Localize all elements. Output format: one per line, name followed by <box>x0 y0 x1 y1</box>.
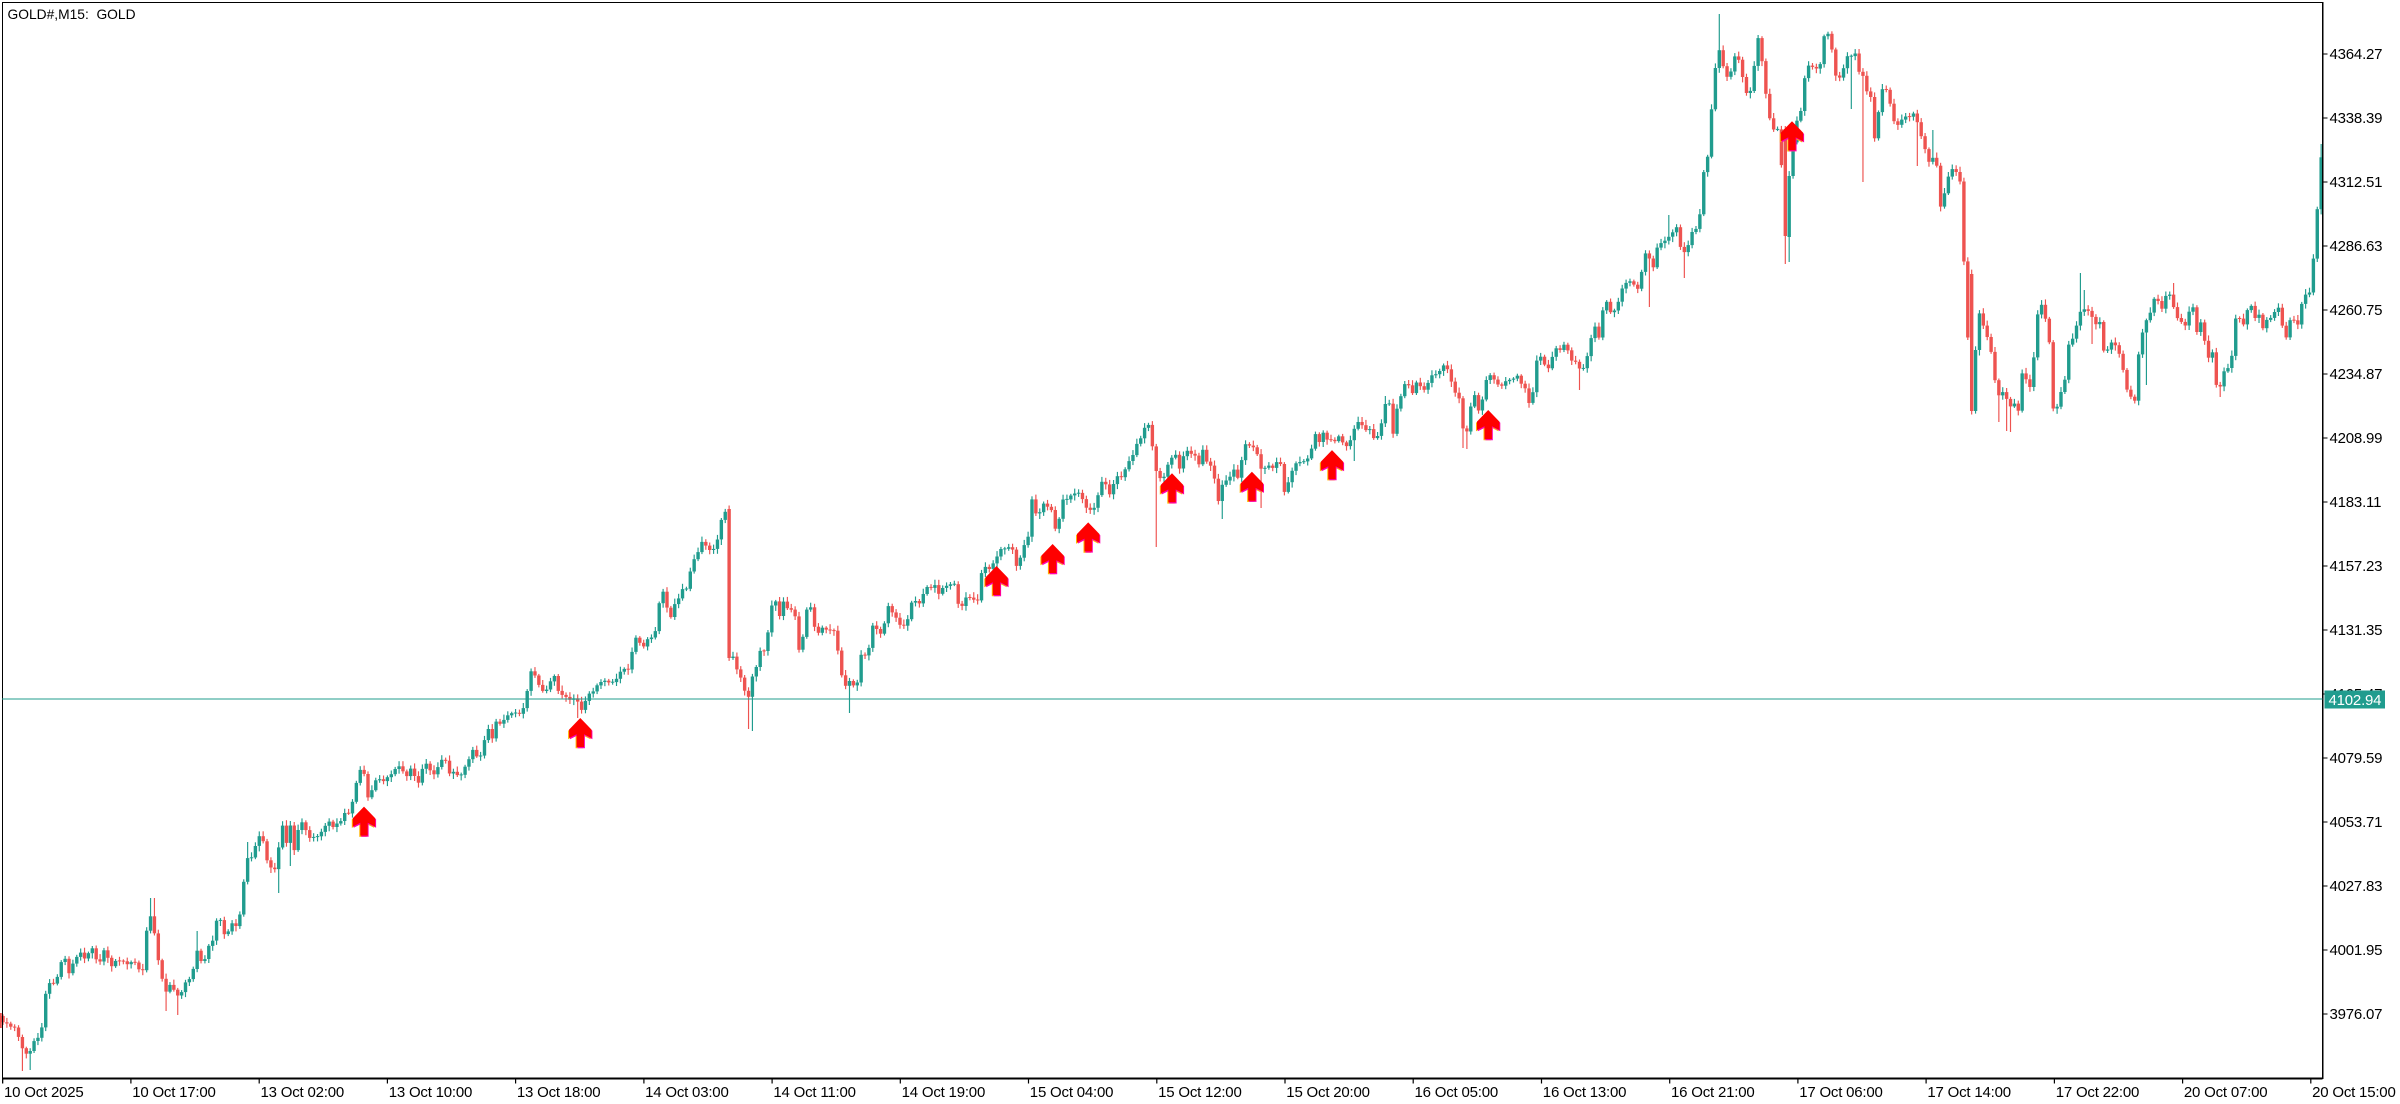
svg-text:20 Oct 15:00: 20 Oct 15:00 <box>2312 1084 2396 1101</box>
svg-text:14 Oct 11:00: 14 Oct 11:00 <box>773 1084 855 1101</box>
svg-text:13 Oct 02:00: 13 Oct 02:00 <box>261 1084 345 1101</box>
svg-text:16 Oct 21:00: 16 Oct 21:00 <box>1671 1084 1755 1101</box>
svg-text:4001.95: 4001.95 <box>2330 942 2383 959</box>
svg-text:10 Oct 2025: 10 Oct 2025 <box>4 1084 84 1101</box>
svg-text:4183.11: 4183.11 <box>2330 494 2382 511</box>
svg-text:17 Oct 14:00: 17 Oct 14:00 <box>1927 1084 2011 1101</box>
svg-text:4260.75: 4260.75 <box>2330 302 2383 319</box>
svg-text:4312.51: 4312.51 <box>2330 174 2383 191</box>
svg-text:16 Oct 13:00: 16 Oct 13:00 <box>1543 1084 1627 1101</box>
svg-text:4208.99: 4208.99 <box>2330 430 2383 447</box>
svg-text:17 Oct 22:00: 17 Oct 22:00 <box>2056 1084 2140 1101</box>
svg-text:17 Oct 06:00: 17 Oct 06:00 <box>1799 1084 1883 1101</box>
svg-text:4286.63: 4286.63 <box>2330 238 2383 255</box>
svg-text:4079.59: 4079.59 <box>2330 750 2383 767</box>
svg-text:15 Oct 04:00: 15 Oct 04:00 <box>1030 1084 1114 1101</box>
svg-text:16 Oct 05:00: 16 Oct 05:00 <box>1415 1084 1499 1101</box>
svg-text:15 Oct 12:00: 15 Oct 12:00 <box>1158 1084 1242 1101</box>
svg-text:4234.87: 4234.87 <box>2330 366 2383 383</box>
svg-text:10 Oct 17:00: 10 Oct 17:00 <box>132 1084 216 1101</box>
svg-text:4157.23: 4157.23 <box>2330 558 2383 575</box>
svg-text:4053.71: 4053.71 <box>2330 814 2383 831</box>
svg-text:20 Oct 07:00: 20 Oct 07:00 <box>2184 1084 2268 1101</box>
svg-text:13 Oct 18:00: 13 Oct 18:00 <box>517 1084 601 1101</box>
svg-text:4364.27: 4364.27 <box>2330 46 2383 63</box>
svg-text:15 Oct 20:00: 15 Oct 20:00 <box>1286 1084 1370 1101</box>
svg-text:4338.39: 4338.39 <box>2330 110 2383 127</box>
svg-text:3976.07: 3976.07 <box>2330 1006 2383 1023</box>
svg-text:4027.83: 4027.83 <box>2330 878 2383 895</box>
svg-text:4102.94: 4102.94 <box>2329 692 2382 709</box>
svg-text:14 Oct 19:00: 14 Oct 19:00 <box>902 1084 986 1101</box>
svg-text:GOLD#,M15: GOLD: GOLD#,M15: GOLD <box>8 7 136 22</box>
svg-text:13 Oct 10:00: 13 Oct 10:00 <box>389 1084 473 1101</box>
svg-text:14 Oct 03:00: 14 Oct 03:00 <box>645 1084 729 1101</box>
svg-text:4131.35: 4131.35 <box>2330 622 2383 639</box>
